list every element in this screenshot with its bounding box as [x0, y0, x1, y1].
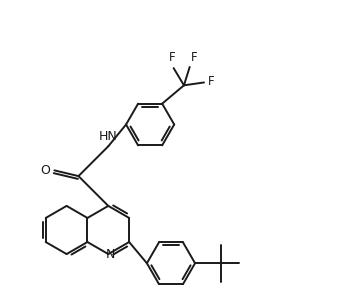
- Text: O: O: [40, 164, 50, 177]
- Text: HN: HN: [99, 130, 118, 143]
- Text: F: F: [169, 51, 176, 64]
- Text: F: F: [191, 50, 198, 64]
- Text: N: N: [105, 248, 115, 261]
- Text: F: F: [208, 75, 215, 88]
